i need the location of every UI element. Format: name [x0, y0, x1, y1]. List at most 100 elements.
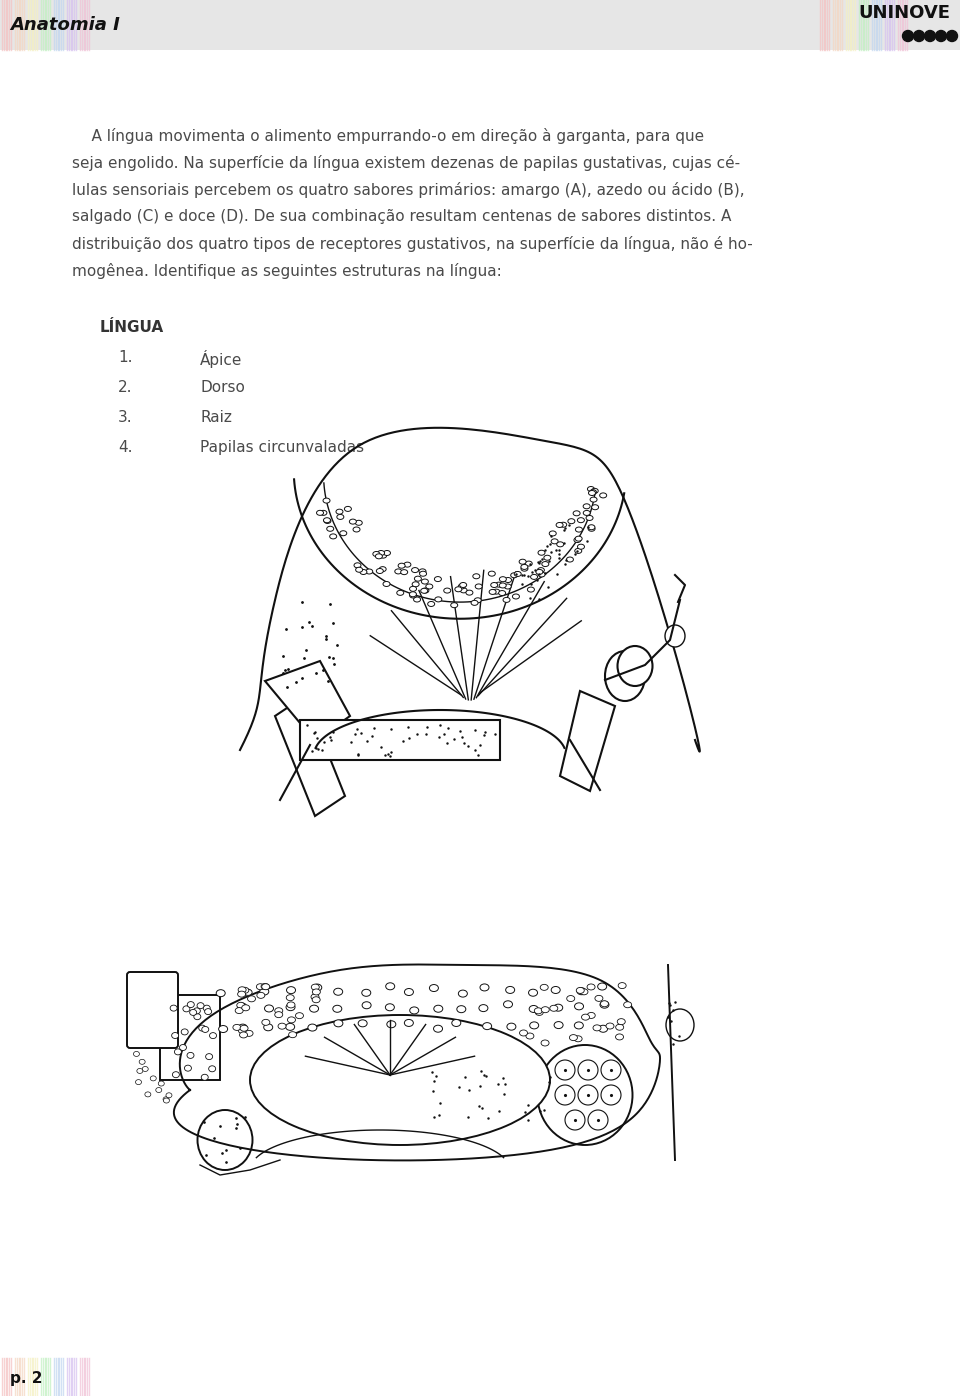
- Ellipse shape: [187, 1001, 194, 1008]
- Circle shape: [947, 31, 957, 42]
- Ellipse shape: [618, 983, 626, 988]
- Ellipse shape: [503, 1001, 513, 1008]
- Ellipse shape: [600, 493, 607, 498]
- Ellipse shape: [550, 1005, 558, 1011]
- Ellipse shape: [354, 563, 361, 568]
- Ellipse shape: [569, 1034, 577, 1040]
- Ellipse shape: [386, 983, 395, 990]
- Ellipse shape: [287, 1016, 296, 1023]
- Ellipse shape: [329, 533, 337, 539]
- Ellipse shape: [184, 1065, 191, 1071]
- Text: Anatomia I: Anatomia I: [10, 15, 120, 34]
- Ellipse shape: [426, 584, 433, 589]
- Ellipse shape: [410, 586, 417, 592]
- Bar: [300, 720, 500, 759]
- Ellipse shape: [353, 526, 360, 532]
- Ellipse shape: [490, 589, 496, 595]
- Ellipse shape: [204, 1005, 210, 1011]
- Ellipse shape: [183, 1007, 190, 1012]
- Ellipse shape: [311, 984, 320, 990]
- Ellipse shape: [429, 984, 439, 991]
- Ellipse shape: [615, 1025, 624, 1030]
- Ellipse shape: [202, 1026, 208, 1033]
- Ellipse shape: [588, 490, 595, 496]
- Ellipse shape: [551, 539, 558, 544]
- Ellipse shape: [586, 515, 593, 521]
- Text: UNINOVE: UNINOVE: [858, 4, 950, 22]
- Ellipse shape: [434, 1005, 443, 1012]
- Ellipse shape: [498, 591, 506, 596]
- Ellipse shape: [421, 579, 428, 584]
- Ellipse shape: [582, 1013, 589, 1020]
- Ellipse shape: [238, 1025, 248, 1032]
- Ellipse shape: [320, 511, 327, 515]
- Ellipse shape: [491, 582, 497, 588]
- Text: p. 2: p. 2: [10, 1371, 42, 1385]
- Ellipse shape: [479, 1005, 488, 1012]
- Ellipse shape: [427, 602, 435, 606]
- Ellipse shape: [452, 1019, 461, 1026]
- Ellipse shape: [527, 588, 535, 592]
- Ellipse shape: [540, 984, 548, 990]
- Ellipse shape: [355, 521, 362, 525]
- Ellipse shape: [163, 1097, 169, 1101]
- Ellipse shape: [334, 1020, 343, 1027]
- Ellipse shape: [383, 550, 391, 556]
- Ellipse shape: [584, 511, 590, 515]
- Ellipse shape: [286, 987, 296, 994]
- Ellipse shape: [577, 988, 586, 995]
- Ellipse shape: [606, 1023, 614, 1029]
- Text: Raiz: Raiz: [200, 410, 232, 424]
- Text: distribuição dos quatro tipos de receptores gustativos, na superfície da língua,: distribuição dos quatro tipos de recepto…: [72, 236, 753, 253]
- Ellipse shape: [198, 1110, 252, 1170]
- Text: LÍNGUA: LÍNGUA: [100, 320, 164, 335]
- Ellipse shape: [362, 990, 371, 997]
- Ellipse shape: [421, 588, 429, 593]
- Ellipse shape: [410, 593, 417, 597]
- Ellipse shape: [615, 1034, 624, 1040]
- Ellipse shape: [519, 1030, 528, 1036]
- Ellipse shape: [624, 1002, 632, 1008]
- Ellipse shape: [605, 651, 645, 701]
- Ellipse shape: [238, 1002, 247, 1009]
- Ellipse shape: [205, 1054, 212, 1060]
- Ellipse shape: [420, 571, 426, 577]
- Ellipse shape: [410, 1007, 419, 1013]
- Circle shape: [902, 31, 914, 42]
- Ellipse shape: [385, 1004, 395, 1011]
- Ellipse shape: [538, 1046, 633, 1145]
- Ellipse shape: [577, 518, 585, 522]
- Ellipse shape: [578, 544, 585, 549]
- Ellipse shape: [349, 519, 356, 524]
- Ellipse shape: [317, 511, 324, 515]
- Ellipse shape: [133, 1051, 139, 1057]
- Ellipse shape: [135, 1079, 141, 1085]
- Ellipse shape: [309, 1005, 319, 1012]
- Ellipse shape: [591, 489, 598, 493]
- Ellipse shape: [529, 1005, 539, 1012]
- Ellipse shape: [521, 564, 528, 570]
- Ellipse shape: [458, 990, 468, 997]
- Ellipse shape: [457, 1005, 466, 1012]
- Ellipse shape: [245, 1030, 253, 1036]
- Ellipse shape: [345, 507, 351, 511]
- Ellipse shape: [323, 498, 330, 503]
- Ellipse shape: [379, 553, 387, 558]
- Ellipse shape: [575, 536, 582, 542]
- Ellipse shape: [296, 1012, 303, 1019]
- Ellipse shape: [275, 1008, 283, 1013]
- Ellipse shape: [244, 990, 252, 995]
- Ellipse shape: [166, 1093, 172, 1097]
- Ellipse shape: [483, 1023, 492, 1030]
- Ellipse shape: [475, 584, 482, 589]
- Ellipse shape: [163, 1099, 169, 1103]
- Ellipse shape: [324, 518, 331, 524]
- Ellipse shape: [379, 567, 386, 571]
- Ellipse shape: [435, 577, 442, 582]
- Ellipse shape: [197, 1002, 204, 1009]
- Text: 2.: 2.: [118, 380, 132, 395]
- Ellipse shape: [665, 625, 685, 646]
- Ellipse shape: [591, 505, 599, 510]
- Ellipse shape: [434, 1025, 443, 1032]
- Ellipse shape: [480, 984, 489, 991]
